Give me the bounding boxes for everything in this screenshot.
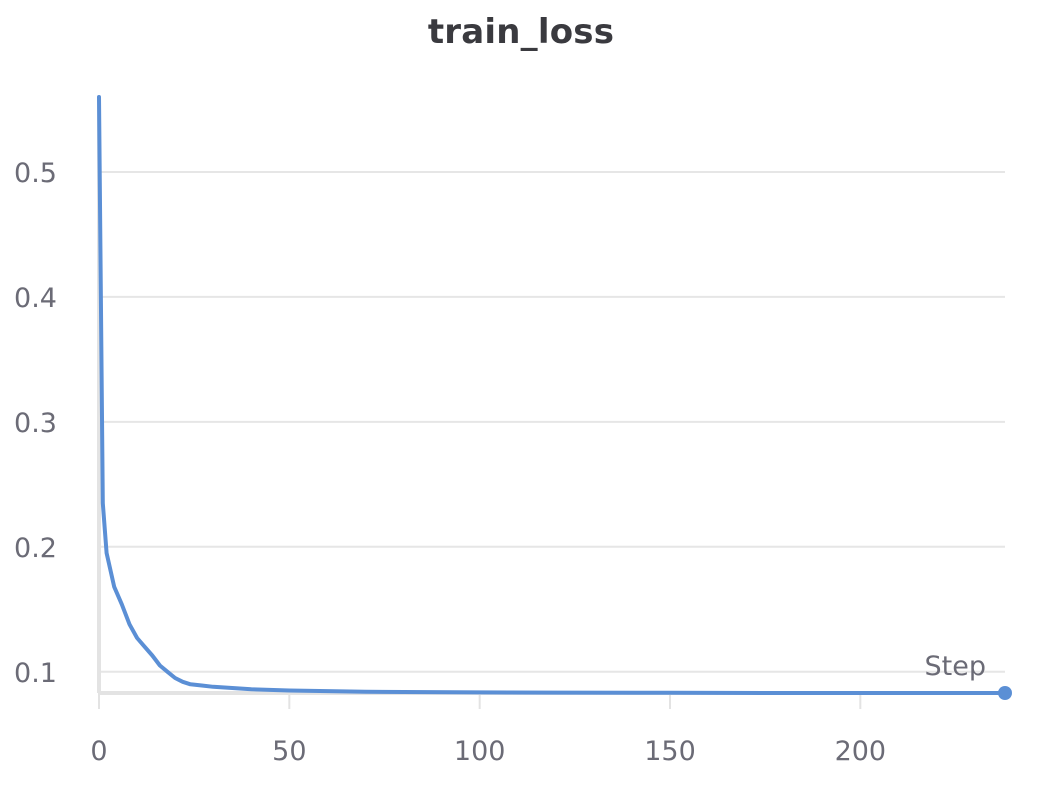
x-tick-label: 50 <box>272 736 306 767</box>
loss-line <box>97 95 1007 695</box>
y-tick-label: 0.5 <box>14 158 57 189</box>
y-tick-label: 0.4 <box>14 283 57 314</box>
x-axis-title: Step <box>925 651 986 682</box>
last-point-marker <box>998 686 1012 700</box>
y-tick-label: 0.2 <box>14 533 57 564</box>
x-tick-label: 0 <box>90 736 107 767</box>
chart-title: train_loss <box>427 12 615 52</box>
y-tick-label: 0.3 <box>14 408 57 439</box>
x-tick-label: 200 <box>835 736 887 767</box>
y-tick-label: 0.1 <box>14 658 57 689</box>
x-tick-label: 150 <box>644 736 696 767</box>
x-tick-label: 100 <box>454 736 506 767</box>
